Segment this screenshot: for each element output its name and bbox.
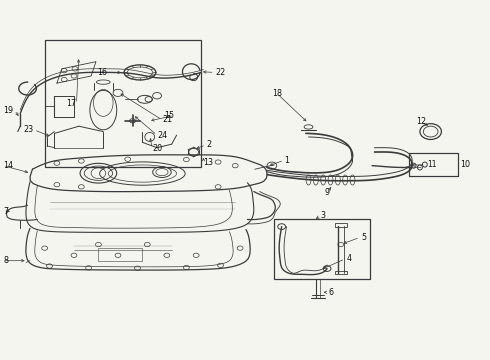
Text: 3: 3 bbox=[321, 211, 326, 220]
Text: 15: 15 bbox=[164, 111, 174, 120]
Text: 18: 18 bbox=[272, 89, 282, 98]
Bar bbox=[409, 153, 458, 176]
Bar bbox=[335, 223, 346, 226]
Text: 13: 13 bbox=[203, 158, 214, 167]
Bar bbox=[274, 220, 369, 279]
Text: 6: 6 bbox=[328, 288, 333, 297]
Text: 5: 5 bbox=[361, 233, 367, 242]
Text: 2: 2 bbox=[206, 140, 211, 149]
Text: 7: 7 bbox=[3, 207, 8, 216]
Text: 17: 17 bbox=[66, 99, 76, 108]
Text: 12: 12 bbox=[416, 117, 426, 126]
Text: 21: 21 bbox=[162, 115, 172, 124]
Text: 14: 14 bbox=[3, 161, 13, 170]
Bar bbox=[45, 40, 201, 167]
Text: 16: 16 bbox=[97, 68, 107, 77]
Text: 19: 19 bbox=[3, 105, 13, 114]
Bar bbox=[409, 153, 458, 176]
Text: 24: 24 bbox=[157, 131, 167, 140]
Text: 23: 23 bbox=[24, 125, 34, 134]
Text: 1: 1 bbox=[284, 156, 289, 165]
Text: 11: 11 bbox=[427, 161, 437, 170]
Bar bbox=[98, 248, 143, 261]
Bar bbox=[335, 271, 346, 274]
Text: 20: 20 bbox=[152, 144, 162, 153]
Text: 4: 4 bbox=[346, 255, 352, 264]
Text: 8: 8 bbox=[3, 256, 8, 265]
Text: 9: 9 bbox=[324, 188, 330, 197]
Text: 22: 22 bbox=[216, 68, 226, 77]
Text: 10: 10 bbox=[460, 161, 470, 170]
